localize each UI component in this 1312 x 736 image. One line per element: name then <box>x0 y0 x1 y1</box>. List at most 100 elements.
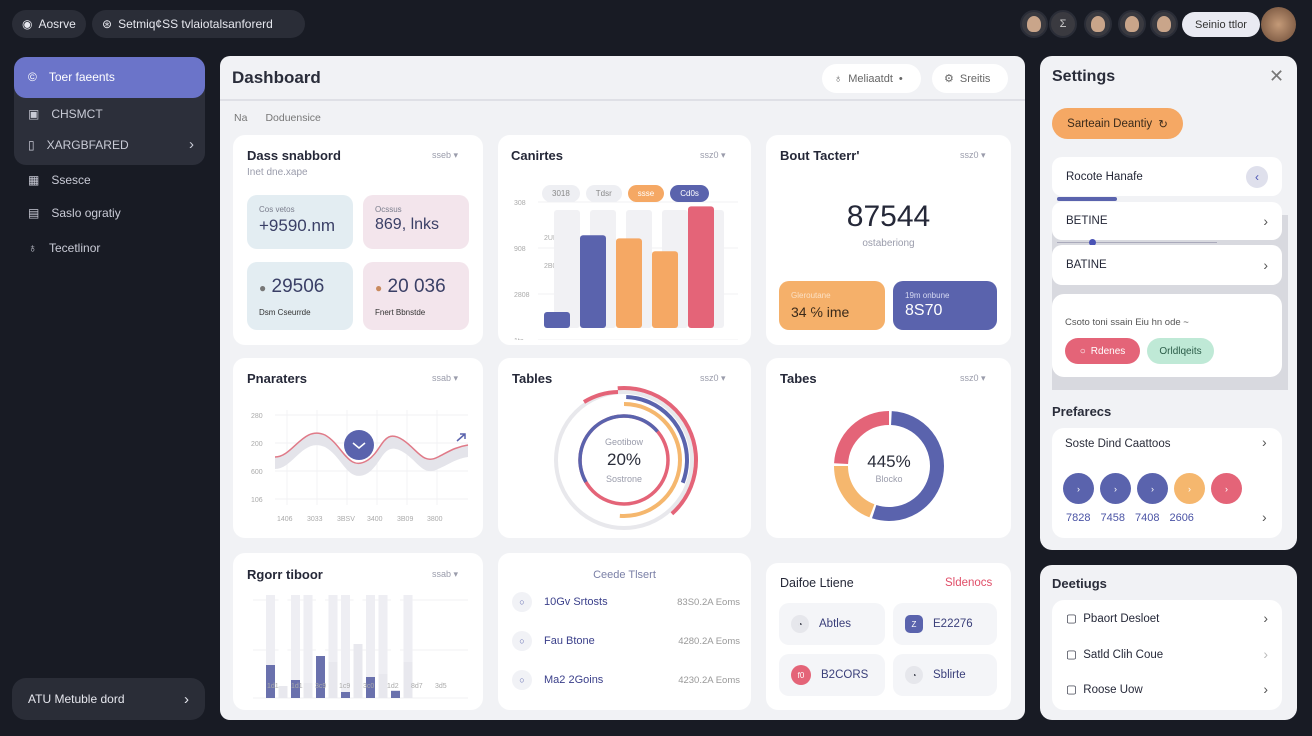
coin-icon: ● <box>259 281 267 295</box>
inline-label: 2B09 <box>544 263 560 270</box>
drop-icon: ○ <box>512 592 532 612</box>
device-tile[interactable]: Z E22276 <box>893 603 997 645</box>
settings-button[interactable]: ⚙ Sreitis <box>932 64 1008 93</box>
chevron-right-icon[interactable]: › <box>1262 434 1267 450</box>
bar <box>341 692 350 698</box>
x-tick-label: 8d7 <box>411 683 423 690</box>
drop-icon: ○ <box>512 631 532 651</box>
chip[interactable]: Cd0s <box>670 185 709 202</box>
chip[interactable]: Tdsr <box>585 185 622 202</box>
y-tick-label: 2808 <box>514 292 530 299</box>
stat-tile: ● 20 036 Fnert Bbnstde <box>363 262 469 330</box>
pie-slice <box>834 411 890 465</box>
device-tile[interactable]: ◔ Abtles <box>779 603 885 645</box>
bar-track <box>291 595 300 698</box>
reject-button[interactable]: ○ Rdenes <box>1065 338 1140 364</box>
x-tick-label: 3BSV <box>337 516 355 523</box>
device-icon: ◔ <box>905 666 923 684</box>
period-dropdown[interactable]: ssz0 ▾ <box>960 373 986 383</box>
bar-track <box>278 595 288 698</box>
slider-track[interactable] <box>1057 242 1217 243</box>
bar-track <box>378 595 388 698</box>
devices-list <box>1052 600 1282 710</box>
bar-track <box>266 595 275 698</box>
period-dropdown[interactable]: ssz0 ▾ <box>700 373 726 383</box>
x-tick-label: 1d2 <box>387 683 399 690</box>
period-dropdown[interactable]: ssab ▾ <box>432 569 459 579</box>
y-tick-label: 280 <box>251 413 263 420</box>
list-item[interactable]: ○ Ma2 2Goins 4230.2A Eoms <box>512 670 740 690</box>
brand-pill[interactable]: ◉ Aosrve <box>12 10 86 38</box>
chip[interactable]: 3018 <box>542 185 580 202</box>
pin-icon: ♁ <box>834 72 843 85</box>
avatar[interactable] <box>1020 10 1048 38</box>
color-swatch[interactable]: › <box>1174 473 1205 504</box>
device-tile[interactable]: ◔ Sblirte <box>893 654 997 696</box>
pie-slice <box>872 411 944 521</box>
color-swatch[interactable]: › <box>1211 473 1242 504</box>
period-dropdown[interactable]: ssz0 ▾ <box>960 150 986 160</box>
bar-track <box>403 595 413 698</box>
bar <box>316 656 325 698</box>
close-icon[interactable]: ✕ <box>1269 66 1285 86</box>
x-tick-label: 3400 <box>367 516 383 523</box>
sidebar-bottom-item[interactable]: ATU Metuble dord › <box>12 678 205 720</box>
settings-row[interactable]: Rocote Hanafe ‹ <box>1052 157 1282 196</box>
user-button[interactable]: Seinio ttlor <box>1182 12 1260 37</box>
chevron-right-icon[interactable]: › <box>1262 509 1267 525</box>
primary-pill-button[interactable]: Sarteain Deantiy ↻ <box>1052 108 1183 139</box>
device-row[interactable]: ▢ Roose Uow › <box>1066 681 1268 697</box>
list-item[interactable]: ○ Fau Btone 4280.2A Eoms <box>512 631 740 651</box>
chevron-right-icon: › <box>184 690 189 708</box>
bar <box>378 674 388 698</box>
avatar[interactable] <box>1084 10 1112 38</box>
avatar[interactable] <box>1150 10 1178 38</box>
color-swatch[interactable]: › <box>1063 473 1094 504</box>
device-tile[interactable]: f0 B2CORS <box>779 654 885 696</box>
search-bar[interactable]: ⊛ Setmiq¢SS tvlaiotalsanforerd <box>92 10 305 38</box>
chevron-left-icon: ‹ <box>1246 165 1268 188</box>
section-heading: Deetiugs <box>1052 576 1107 591</box>
slider-handle[interactable] <box>1089 239 1096 246</box>
bar-track <box>316 595 325 698</box>
avatar[interactable] <box>1118 10 1146 38</box>
device-icon: ▢ <box>1066 613 1077 625</box>
section-heading: Prefarecs <box>1052 404 1112 419</box>
profile-avatar[interactable] <box>1261 7 1296 42</box>
bar-track <box>554 210 580 328</box>
device-row[interactable]: ▢ Pbaort Desloet › <box>1066 610 1268 626</box>
sigma-icon[interactable]: Σ <box>1049 10 1077 38</box>
search-icon: ⊛ <box>102 17 113 31</box>
drop-icon: ○ <box>512 670 532 690</box>
period-dropdown[interactable]: ssab ▾ <box>432 373 459 383</box>
stat-tile: Gleroutane 34 ℅ ime <box>779 281 885 330</box>
donut-chart <box>834 411 944 521</box>
device-icon: ◔ <box>791 615 809 633</box>
settings-row[interactable]: BATINE › <box>1052 245 1282 285</box>
x-tick-label: 3033 <box>307 516 323 523</box>
stat-tile: ● 29506 Dsm Cseurrde <box>247 262 353 330</box>
device-icon: ▢ <box>1066 649 1077 661</box>
device-icon: Z <box>905 615 923 633</box>
color-swatch[interactable]: › <box>1100 473 1131 504</box>
sidebar-item-active[interactable] <box>14 57 205 98</box>
see-all-link[interactable]: Sldenocs <box>945 577 993 589</box>
ring-arc <box>566 402 682 518</box>
area-band <box>275 433 468 476</box>
settings-row[interactable]: BETINE › <box>1052 202 1282 240</box>
stat-tile: Ocssus 869, lnks <box>363 195 469 249</box>
ring-arc <box>582 390 619 404</box>
chip[interactable]: ssse <box>627 185 665 202</box>
list-item[interactable]: ○ 10Gv Srtosts 83S0.2A Eoms <box>512 592 740 612</box>
chevron-right-icon: › <box>189 136 194 153</box>
color-swatch[interactable]: › <box>1137 473 1168 504</box>
y-tick-label: 308 <box>514 200 526 207</box>
filter-button[interactable]: ♁ Meliaatdt • <box>822 64 921 93</box>
ring-arc <box>550 386 698 534</box>
period-dropdown[interactable]: ssz0 ▾ <box>700 150 726 160</box>
period-dropdown[interactable]: sseb ▾ <box>432 150 459 160</box>
device-icon: ▢ <box>1066 684 1077 696</box>
device-row[interactable]: ▢ Satld Clih Coue › <box>1066 646 1268 662</box>
bar <box>366 677 375 698</box>
approve-button[interactable]: Orldlqeits <box>1147 338 1214 364</box>
